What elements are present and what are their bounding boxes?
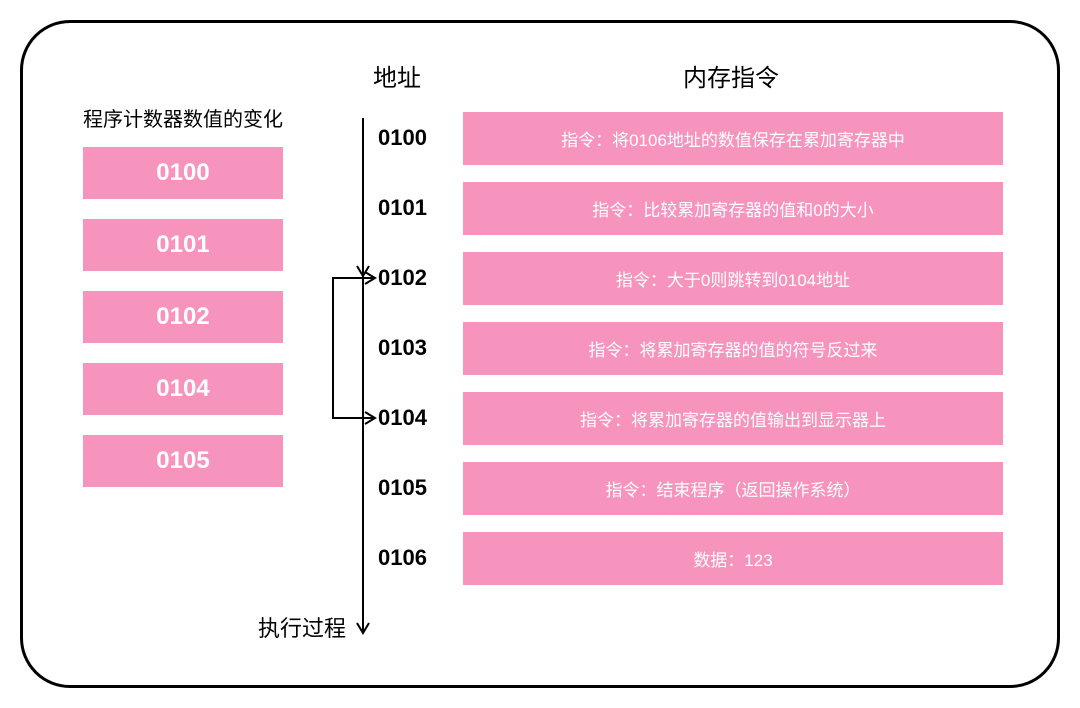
instruction-box: 指令：将累加寄存器的值的符号反过来 [463, 322, 1003, 375]
address-label: 0104 [378, 405, 443, 431]
instruction-row: 0105 指令：结束程序（返回操作系统） [378, 463, 1018, 513]
flow-arrows [323, 113, 383, 643]
instruction-row: 0102 指令：大于0则跳转到0104地址 [378, 253, 1018, 303]
counter-section: 程序计数器数值的变化 0100 0101 0102 0104 0105 [83, 103, 303, 507]
instruction-box: 指令：将0106地址的数值保存在累加寄存器中 [463, 112, 1003, 165]
address-label: 0100 [378, 125, 443, 151]
address-label: 0102 [378, 265, 443, 291]
instruction-box: 指令：结束程序（返回操作系统） [463, 462, 1003, 515]
counter-list: 0100 0101 0102 0104 0105 [83, 147, 303, 487]
counter-box: 0101 [83, 219, 283, 271]
header-address: 地址 [373, 58, 473, 93]
counter-box: 0105 [83, 435, 283, 487]
header-row: 地址 内存指令 [373, 58, 1013, 93]
address-label: 0101 [378, 195, 443, 221]
counter-box: 0104 [83, 363, 283, 415]
instruction-row: 0104 指令：将累加寄存器的值输出到显示器上 [378, 393, 1018, 443]
header-memory: 内存指令 [683, 58, 779, 93]
address-label: 0103 [378, 335, 443, 361]
instruction-row: 0100 指令：将0106地址的数值保存在累加寄存器中 [378, 113, 1018, 163]
counter-box: 0100 [83, 147, 283, 199]
address-label: 0105 [378, 475, 443, 501]
instruction-box: 指令：大于0则跳转到0104地址 [463, 252, 1003, 305]
instruction-list: 0100 指令：将0106地址的数值保存在累加寄存器中 0101 指令：比较累加寄存器… [378, 113, 1018, 603]
instruction-row: 0103 指令：将累加寄存器的值的符号反过来 [378, 323, 1018, 373]
instruction-box: 指令：将累加寄存器的值输出到显示器上 [463, 392, 1003, 445]
diagram-container: 程序计数器数值的变化 01000101010201040105 地址 内存指令 … [20, 20, 1060, 688]
instruction-row: 0106 数据：123 [378, 533, 1018, 583]
counter-title: 程序计数器数值的变化 [83, 103, 303, 132]
instruction-box: 数据：123 [463, 532, 1003, 585]
counter-box: 0102 [83, 291, 283, 343]
instruction-box: 指令：比较累加寄存器的值和0的大小 [463, 182, 1003, 235]
address-label: 0106 [378, 545, 443, 571]
instruction-row: 0101 指令：比较累加寄存器的值和0的大小 [378, 183, 1018, 233]
